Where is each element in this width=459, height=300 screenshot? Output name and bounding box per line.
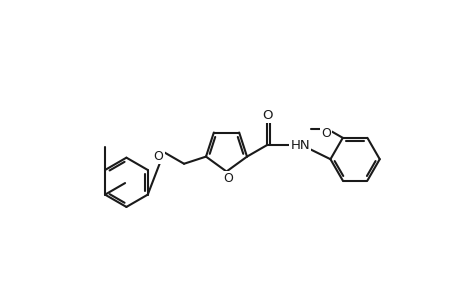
Text: O: O bbox=[153, 150, 163, 163]
Text: O: O bbox=[320, 127, 330, 140]
Text: O: O bbox=[223, 172, 232, 185]
Text: O: O bbox=[262, 109, 273, 122]
Text: HN: HN bbox=[290, 139, 309, 152]
